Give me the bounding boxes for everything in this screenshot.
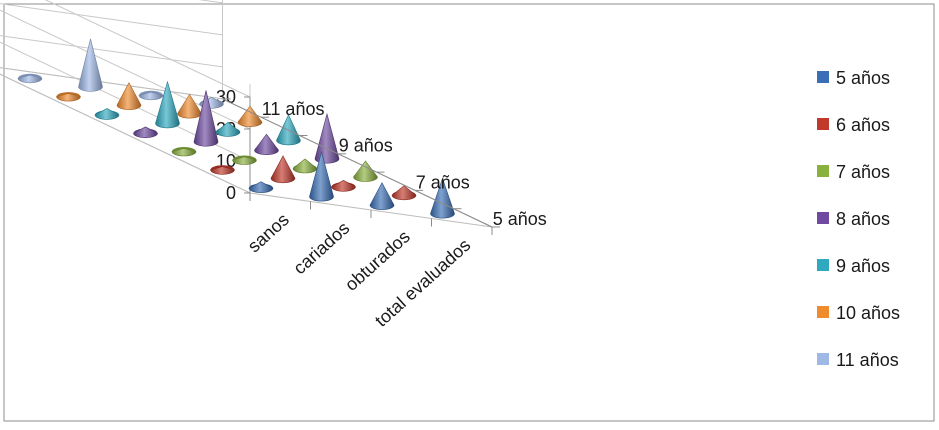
cone-0-0 [248,181,274,193]
legend-swatch [817,71,829,83]
depth-tick-label: 9 años [339,136,393,156]
cone-body [270,155,296,184]
cone-3-1 [391,185,417,201]
cone-body [56,93,81,102]
cone-body [78,38,103,92]
legend-swatch [817,165,829,177]
cone-body [193,90,219,147]
cone-1-1 [270,155,296,184]
legend: 5 años 6 años 7 años 8 años 9 años 10 años 11 … [817,68,900,370]
cone-2-6 [138,90,164,101]
cone-body [210,166,235,175]
legend-label: 10 años [836,303,900,323]
depth-axis-line [222,98,493,228]
cones [17,38,455,219]
depth-tick-label: 7 años [416,172,470,192]
cone-1-5 [116,82,142,110]
legend-label: 7 años [836,162,890,182]
cone-body [171,147,197,157]
depth-tick-label: 11 años [262,99,325,119]
cone-body [138,91,164,101]
cone-body [430,177,455,219]
cone-body [116,82,142,110]
cone-2-2 [292,158,318,174]
legend-label: 5 años [836,68,890,88]
cone-body [155,80,180,129]
cone-2-5 [177,93,202,119]
cone-body [391,185,417,201]
cone-1-2 [232,155,257,165]
cone-body [17,74,43,84]
cone-body [237,105,263,127]
cone-body [331,180,356,192]
legend-swatch [817,353,829,365]
legend-label: 6 años [836,115,890,135]
gridline [0,3,251,130]
cone-2-0 [369,182,395,210]
cone-0-2 [171,147,197,157]
cone-2-3 [254,133,279,155]
cone-body [353,160,378,182]
cone-2-1 [331,180,356,192]
cone-body [254,133,279,155]
cone-1-0 [309,150,334,202]
cone-2-4 [215,121,241,137]
cone-0-4 [94,108,120,120]
cone-body [248,181,274,193]
legend-label: 8 años [836,209,890,229]
cone-body [94,108,120,120]
legend-swatch [817,306,829,318]
legend-label: 9 años [836,256,890,276]
legend-swatch [817,212,829,224]
depth-tick-label: 5 años [493,209,547,229]
cone-body [369,182,395,210]
cone-0-5 [56,92,81,102]
cone-body [309,150,334,202]
legend-label: 11 años [836,350,899,370]
legend-swatch [817,118,829,130]
chart-border [3,3,935,422]
cone-1-6 [78,38,103,92]
depth-axis: 5 años 7 años 9 años 11 años [222,98,547,229]
cone-3-5 [237,105,263,127]
cone-0-6 [17,73,43,84]
cone-body [215,121,241,137]
cone-0-1 [210,165,235,175]
cone-body [232,156,257,165]
y-tick-label: 0 [226,183,236,203]
legend-swatch [817,259,829,271]
cone-3-2 [353,160,378,182]
cone-1-4 [155,80,180,129]
cone-3-0 [430,177,455,219]
gridline [44,0,251,98]
cone-body [133,126,158,138]
cone-1-3 [193,90,219,147]
cone-0-3 [133,126,158,138]
